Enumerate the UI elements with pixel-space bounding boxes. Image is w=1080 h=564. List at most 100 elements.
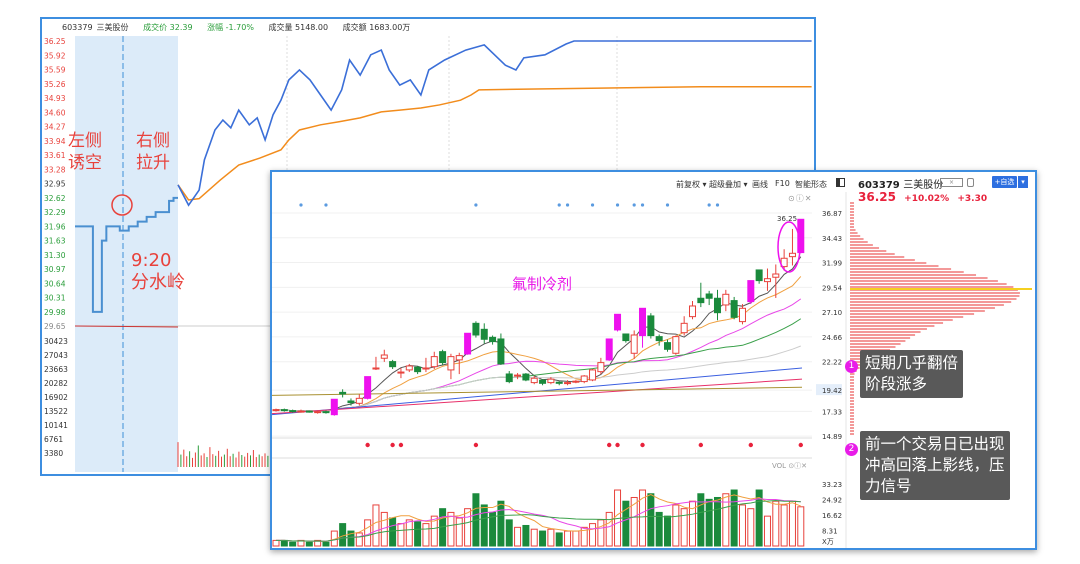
candle-body bbox=[664, 342, 672, 350]
toolbar-pattern[interactable]: 智能形态 bbox=[795, 180, 827, 189]
volume-profile-bar bbox=[850, 424, 854, 426]
volume-axis-label: 8.31 bbox=[822, 527, 838, 535]
kline-axis-label: 34.43 bbox=[822, 235, 842, 243]
volume-profile-bar bbox=[850, 376, 854, 378]
annotation-left-side: 左侧 诱空 bbox=[68, 131, 102, 173]
volume-profile-bar bbox=[850, 229, 856, 231]
volume-bar bbox=[339, 523, 347, 547]
volume-axis-label: 13522 bbox=[44, 407, 68, 416]
signal-dot bbox=[607, 442, 612, 448]
top-marker-dot bbox=[640, 203, 645, 207]
ma60-line bbox=[275, 345, 801, 412]
volume-axis-label: 16.62 bbox=[822, 512, 842, 520]
change-percent: +10.02% bbox=[904, 194, 950, 204]
vol-unit: X万 bbox=[822, 538, 834, 546]
volume-profile-bar bbox=[850, 283, 1007, 285]
volume-bar bbox=[589, 523, 597, 547]
candle-body bbox=[489, 336, 497, 343]
volume-bar bbox=[697, 493, 705, 547]
volume-profile-bar bbox=[850, 253, 895, 255]
volume-profile-bar bbox=[850, 310, 985, 312]
volume-profile-bar bbox=[850, 280, 998, 282]
kline-axis-label: 17.33 bbox=[822, 408, 842, 416]
volume-axis-label: 3380 bbox=[44, 449, 63, 458]
toolbar-f10[interactable]: F10 bbox=[775, 179, 790, 188]
volume-bar bbox=[597, 519, 605, 547]
auction-price-line bbox=[75, 196, 178, 313]
candle-body bbox=[655, 336, 663, 342]
volume-bar bbox=[447, 511, 455, 547]
volume-profile-bar bbox=[850, 412, 854, 414]
volume-bar bbox=[464, 508, 472, 547]
volume-profile-bar bbox=[850, 421, 854, 423]
volume-bar bbox=[630, 496, 638, 547]
volume-bar bbox=[397, 523, 405, 547]
top-marker-dot bbox=[565, 203, 570, 207]
candle-body bbox=[763, 278, 771, 283]
panel-toggle-icon[interactable] bbox=[836, 178, 845, 187]
close-tab-button[interactable]: × bbox=[940, 178, 963, 187]
volume-profile-bar bbox=[850, 427, 854, 429]
volume-profile-bar bbox=[850, 415, 854, 417]
candle-body bbox=[730, 300, 738, 318]
lock-icon[interactable] bbox=[967, 178, 974, 187]
volume-profile-bar bbox=[850, 241, 868, 243]
volume-profile-bar bbox=[850, 217, 854, 219]
volume-bar bbox=[797, 506, 805, 547]
volume-bar bbox=[347, 530, 355, 547]
volume-profile-bar bbox=[850, 361, 868, 363]
toolbar-adjust[interactable]: 前复权 ▾ bbox=[676, 180, 707, 189]
kline-axis-label: 19.42 bbox=[822, 387, 842, 395]
amount-label: 成交额 1683.00万 bbox=[342, 23, 411, 32]
annotation-right-side: 右侧 拉升 bbox=[136, 131, 170, 173]
price-axis-label: 30.64 bbox=[44, 279, 66, 288]
toolbar-draw[interactable]: 画线 bbox=[752, 180, 768, 189]
price-axis-label: 35.59 bbox=[44, 66, 66, 75]
volume-bar bbox=[355, 532, 363, 547]
volume-bar bbox=[655, 511, 663, 547]
candle-body bbox=[522, 373, 530, 381]
volume-profile-bar bbox=[850, 331, 921, 333]
volume-profile-bar bbox=[850, 271, 964, 273]
top-marker-dot bbox=[715, 203, 720, 207]
volume-profile-bar bbox=[850, 256, 905, 258]
volume-profile-bar bbox=[850, 433, 854, 435]
volume-bar bbox=[414, 521, 422, 547]
candle-body bbox=[347, 400, 355, 404]
volume-bar bbox=[730, 489, 738, 547]
volume-bar bbox=[772, 500, 780, 547]
candle-body bbox=[797, 218, 805, 254]
volume-bar bbox=[672, 504, 680, 547]
top-marker-dot bbox=[557, 203, 561, 207]
volume-profile-bar bbox=[850, 409, 854, 411]
volume-bar bbox=[389, 517, 397, 547]
volume-profile-bar bbox=[850, 391, 854, 393]
volume-bar bbox=[372, 504, 380, 547]
top-marker-dot bbox=[615, 203, 620, 207]
volume-bar bbox=[572, 530, 580, 547]
volume-bar bbox=[289, 541, 297, 547]
vol-panel-controls[interactable]: ⊙ⓘ✕ bbox=[788, 462, 808, 470]
volume-bar bbox=[713, 496, 721, 547]
stock-name: 三美股份 bbox=[96, 23, 129, 32]
price-axis-label: 34.60 bbox=[44, 108, 66, 117]
toolbar-overlay[interactable]: 超级叠加 ▾ bbox=[709, 180, 748, 189]
volume-bar bbox=[680, 508, 688, 547]
watchlist-dropdown-icon[interactable]: ▾ bbox=[1018, 176, 1028, 188]
callout-1-badge: 1 bbox=[845, 360, 858, 373]
candle-body bbox=[622, 333, 630, 342]
add-watchlist-button[interactable]: +自选 bbox=[992, 176, 1017, 188]
volume-profile-bar bbox=[850, 301, 1012, 303]
volume-profile-bar bbox=[850, 304, 1004, 306]
volume-profile-bar bbox=[850, 292, 1020, 294]
long-ma-line bbox=[271, 386, 803, 396]
top-marker-dot bbox=[299, 203, 303, 207]
annotation-watershed: 9:20 分水岭 bbox=[131, 250, 185, 293]
candle-body bbox=[564, 382, 572, 385]
price-axis-label: 32.95 bbox=[44, 180, 66, 189]
volume-profile-bar bbox=[850, 319, 953, 321]
volume-profile-bar bbox=[850, 274, 977, 276]
kline-panel-controls[interactable]: ⊙ⓘ✕ bbox=[788, 194, 813, 203]
volume-axis-label: 30423 bbox=[44, 337, 68, 346]
